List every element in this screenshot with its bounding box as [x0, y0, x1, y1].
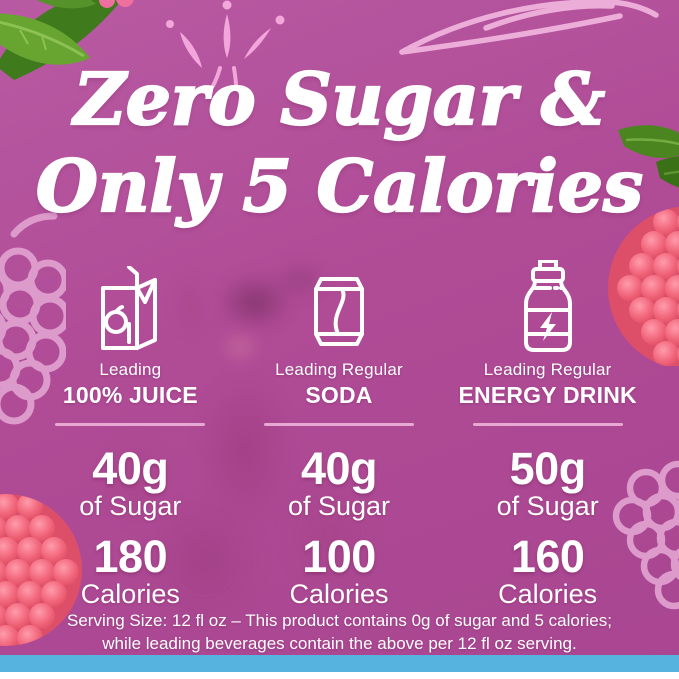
sugar-label: of Sugar	[79, 491, 182, 521]
comparison-column-juice: Leading 100% JUICE 40g of Sugar 180 Calo…	[26, 260, 235, 609]
calories-metric: 180 Calories	[26, 534, 235, 609]
sugar-amount: 50g	[509, 443, 587, 494]
column-divider	[263, 423, 414, 426]
category-qualifier: Leading	[99, 360, 162, 379]
title-line-1: Zero Sugar &	[73, 56, 606, 142]
comparison-column-soda: Leading Regular SODA 40g of Sugar 100 Ca…	[235, 260, 444, 609]
calories-label: Calories	[80, 579, 180, 609]
page-title: Zero Sugar & Only 5 Calories	[0, 56, 679, 230]
calories-metric: 100 Calories	[235, 534, 444, 609]
sugar-amount: 40g	[300, 443, 378, 494]
serving-size-footnote: Serving Size: 12 fl oz – This product co…	[0, 609, 679, 655]
bottom-blue-bar	[0, 655, 679, 672]
calories-label: Calories	[498, 579, 598, 609]
category-qualifier: Leading Regular	[275, 360, 403, 379]
sugar-label: of Sugar	[287, 491, 391, 521]
beverage-comparison: Leading 100% JUICE 40g of Sugar 180 Calo…	[26, 260, 652, 609]
title-line-2: Only 5 Calories	[35, 143, 644, 229]
energy-drink-bottle-icon	[443, 260, 652, 352]
category-name: 100% JUICE	[62, 382, 198, 408]
calories-metric: 160 Calories	[443, 534, 652, 609]
sugar-amount: 40g	[92, 443, 169, 494]
sugar-metric: 50g of Sugar	[443, 446, 652, 521]
soda-can-icon	[235, 260, 444, 352]
calories-amount: 180	[93, 531, 168, 582]
bottom-white-strip	[0, 672, 679, 679]
sugar-label: of Sugar	[496, 491, 599, 521]
comparison-column-energy-drink: Leading Regular ENERGY DRINK 50g of Suga…	[443, 260, 652, 609]
footnote-line-2: while leading beverages contain the abov…	[102, 634, 577, 653]
calories-label: Calories	[289, 579, 389, 609]
category-name: SODA	[305, 382, 373, 408]
column-divider	[55, 423, 206, 426]
calories-amount: 100	[302, 531, 376, 582]
sugar-metric: 40g of Sugar	[26, 446, 235, 521]
category-qualifier: Leading Regular	[483, 360, 612, 379]
calories-amount: 160	[510, 531, 585, 582]
sugar-metric: 40g of Sugar	[235, 446, 444, 521]
juice-box-icon	[26, 260, 235, 352]
column-divider	[472, 423, 623, 426]
category-name: ENERGY DRINK	[458, 382, 637, 408]
footnote-line-1: Serving Size: 12 fl oz – This product co…	[67, 611, 612, 630]
